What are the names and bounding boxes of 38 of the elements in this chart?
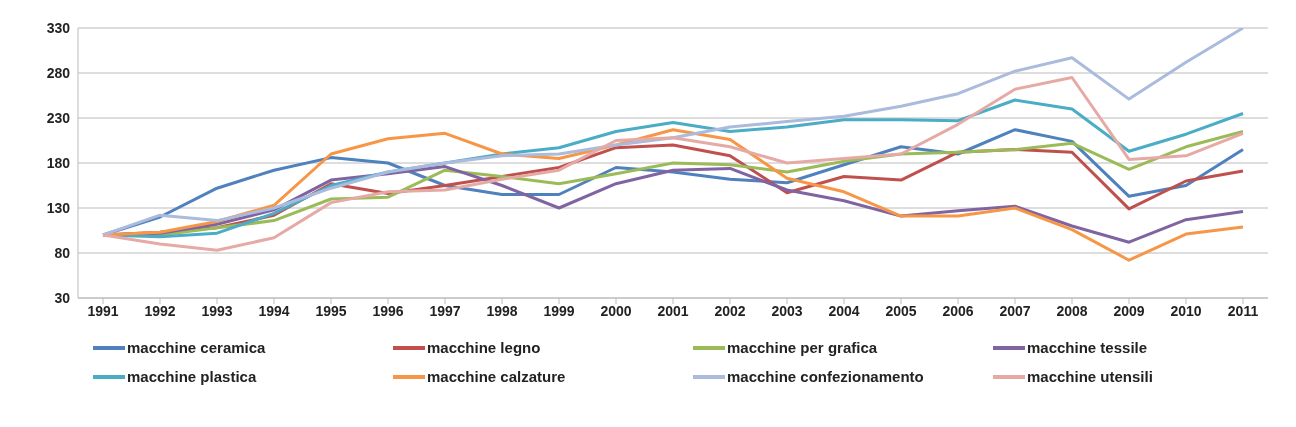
legend-label: macchine per grafica bbox=[727, 339, 878, 356]
legend-label: macchine utensili bbox=[1027, 368, 1153, 385]
x-tick-label: 2008 bbox=[1056, 302, 1088, 319]
legend-label: macchine confezionamento bbox=[727, 368, 924, 385]
y-tick-label: 80 bbox=[54, 244, 71, 261]
y-tick-label: 180 bbox=[46, 154, 71, 171]
legend-label: macchine legno bbox=[427, 339, 541, 356]
x-tick-label: 1991 bbox=[87, 302, 119, 319]
x-tick-label: 2010 bbox=[1170, 302, 1202, 319]
x-tick-label: 1993 bbox=[201, 302, 233, 319]
x-tick-label: 1999 bbox=[543, 302, 575, 319]
x-tick-label: 2001 bbox=[657, 302, 689, 319]
line-series bbox=[101, 76, 1245, 252]
y-tick-label: 280 bbox=[46, 64, 71, 81]
x-tick-label: 2005 bbox=[885, 302, 917, 319]
y-tick-label: 230 bbox=[46, 109, 71, 126]
x-tick-label: 2004 bbox=[828, 302, 860, 319]
x-tick-label: 2009 bbox=[1113, 302, 1145, 319]
x-tick-label: 2011 bbox=[1227, 302, 1259, 319]
x-tick-label: 1995 bbox=[315, 302, 347, 319]
x-tick-label: 1996 bbox=[372, 302, 404, 319]
x-tick-label: 1992 bbox=[144, 302, 176, 319]
x-tick-label: 2003 bbox=[771, 302, 803, 319]
x-tick-label: 1994 bbox=[258, 302, 290, 319]
x-tick-label: 2007 bbox=[999, 302, 1031, 319]
legend-label: macchine tessile bbox=[1027, 339, 1148, 356]
legend-label: macchine plastica bbox=[127, 368, 257, 385]
line-series bbox=[101, 28, 1245, 237]
y-tick-label: 330 bbox=[46, 19, 71, 36]
legend-label: macchine calzature bbox=[427, 368, 566, 385]
x-tick-label: 2000 bbox=[600, 302, 632, 319]
y-tick-label: 30 bbox=[54, 289, 71, 306]
x-tick-label: 2006 bbox=[942, 302, 974, 319]
y-tick-label: 130 bbox=[46, 199, 71, 216]
x-tick-label: 1998 bbox=[486, 302, 518, 319]
x-tick-label: 2002 bbox=[714, 302, 746, 319]
legend-label: macchine ceramica bbox=[127, 339, 266, 356]
x-tick-label: 1997 bbox=[429, 302, 461, 319]
